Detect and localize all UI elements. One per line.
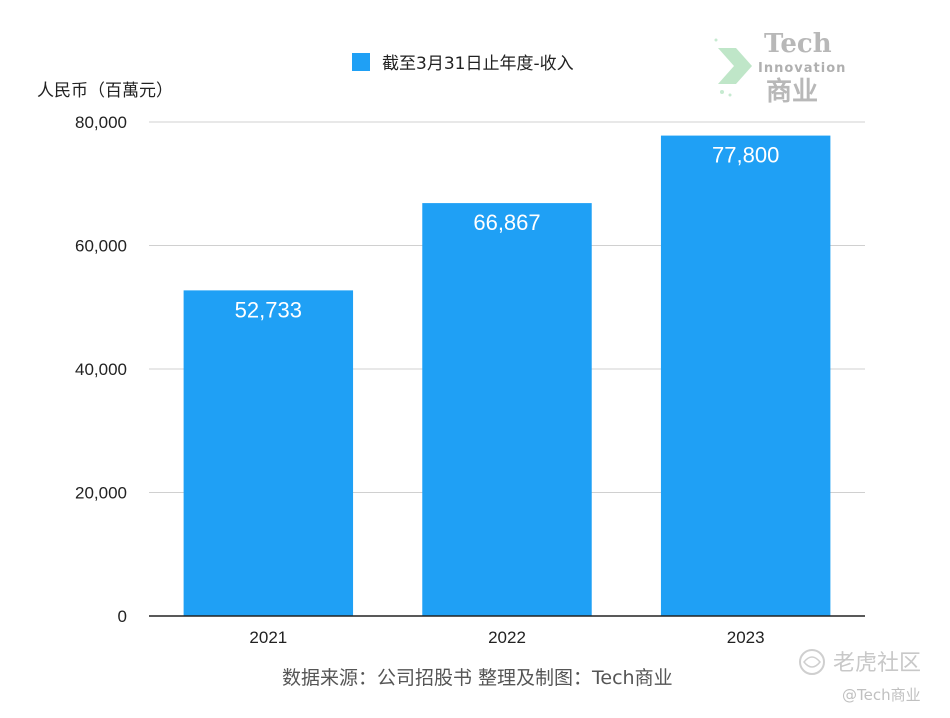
brand-subtitle: Innovation [758,61,846,76]
bar-2023 [660,135,831,616]
bars [183,135,831,617]
y-tick-labels: 0 20,000 40,000 60,000 80,000 [75,113,127,626]
y-tick-label: 20,000 [75,484,127,503]
bar-2021 [183,290,354,616]
brand-cn: 商业 [766,76,818,107]
y-tick-label: 40,000 [75,360,127,379]
x-tick-labels: 2021 2022 2023 [249,628,764,647]
y-tick-label: 0 [118,607,127,626]
corner-watermark: 老虎社区 @Tech商业 [799,649,921,704]
brand-watermark: Tech Innovation 商业 [714,29,846,107]
legend-label: 截至3月31日止年度-收入 [382,54,574,74]
x-tick-label-2023: 2023 [727,628,765,647]
y-tick-label: 60,000 [75,237,127,256]
data-label-2021: 52,733 [235,297,302,322]
tiger-logo-icon [799,649,825,675]
data-label-2022: 66,867 [473,210,540,235]
y-axis-label: 人民币（百萬元） [37,81,173,101]
brand-title: Tech [764,29,832,59]
brand-arrow-icon [714,38,752,97]
legend-swatch [352,53,370,71]
corner-text: 老虎社区 [833,651,921,676]
data-label-2023: 77,800 [712,143,779,168]
source-note: 数据来源：公司招股书 整理及制图：Tech商业 [282,667,673,689]
x-tick-label-2021: 2021 [249,628,287,647]
corner-handle: @Tech商业 [842,686,921,704]
y-tick-label: 80,000 [75,113,127,132]
data-labels: 52,733 66,867 77,800 [235,143,780,323]
x-tick-label-2022: 2022 [488,628,526,647]
legend: 截至3月31日止年度-收入 [352,53,574,74]
bar-2022 [422,203,592,617]
